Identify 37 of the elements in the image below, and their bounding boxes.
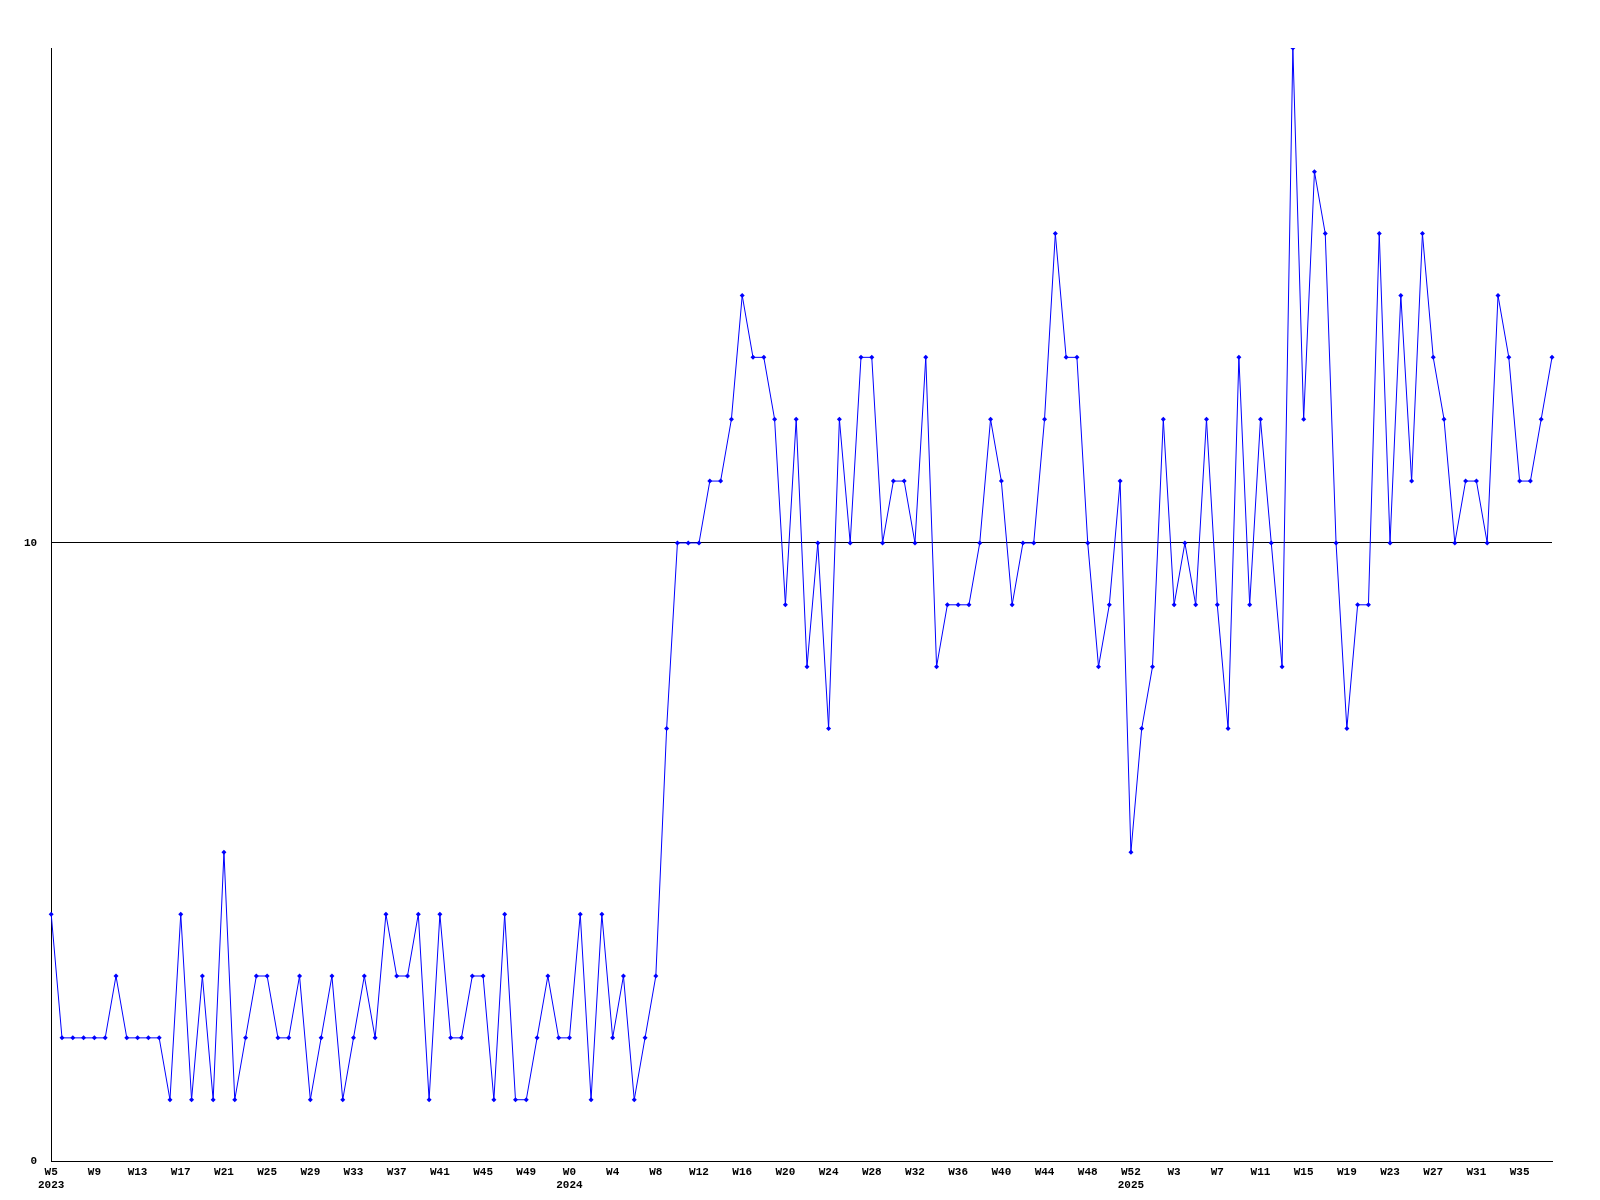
x-tick-label: W19 bbox=[1336, 1165, 1357, 1178]
x-tick-label: W0 2024 bbox=[556, 1165, 584, 1192]
x-tick-label: W5 2023 bbox=[38, 1165, 65, 1192]
x-tick-label: W37 bbox=[386, 1165, 407, 1178]
x-tick-label: W11 bbox=[1250, 1165, 1271, 1178]
x-tick-label: W17 bbox=[170, 1165, 191, 1178]
x-tick-label: W41 bbox=[429, 1165, 451, 1178]
y-tick-label: 10 bbox=[24, 536, 38, 549]
x-tick-label: W12 bbox=[689, 1165, 709, 1178]
x-tick-label: W48 bbox=[1077, 1165, 1099, 1178]
x-tick-label: W8 bbox=[649, 1165, 663, 1178]
x-tick-label: W23 bbox=[1380, 1165, 1401, 1178]
x-tick-label: W33 bbox=[343, 1165, 364, 1178]
x-tick-label: W44 bbox=[1034, 1165, 1055, 1178]
x-tick-label: W29 bbox=[300, 1165, 321, 1178]
x-tick-label: W21 bbox=[214, 1165, 235, 1178]
x-tick-label: W15 bbox=[1293, 1165, 1314, 1178]
x-tick-label: W40 bbox=[991, 1165, 1012, 1178]
x-tick-label: W16 bbox=[732, 1165, 753, 1178]
y-tick-label: 0 bbox=[30, 1155, 38, 1168]
x-tick-label: W36 bbox=[948, 1165, 969, 1178]
x-tick-label: W28 bbox=[861, 1165, 883, 1178]
x-tick-label: W9 bbox=[87, 1165, 101, 1178]
x-tick-label: W13 bbox=[127, 1165, 148, 1178]
x-tick-label: W7 bbox=[1210, 1165, 1224, 1178]
x-tick-label: W20 bbox=[775, 1165, 796, 1178]
x-tick-label: W32 bbox=[905, 1165, 925, 1178]
x-tick-label: W52 2025 bbox=[1117, 1165, 1145, 1192]
x-tick-label: W35 bbox=[1509, 1165, 1530, 1178]
x-tick-label: W25 bbox=[257, 1165, 278, 1178]
x-tick-label: W45 bbox=[473, 1165, 494, 1178]
x-tick-label: W24 bbox=[818, 1165, 839, 1178]
x-tick-label: W4 bbox=[606, 1165, 620, 1178]
x-tick-label: W49 bbox=[516, 1165, 537, 1178]
x-tick-label: W31 bbox=[1466, 1165, 1487, 1178]
x-tick-label: W27 bbox=[1423, 1165, 1444, 1178]
x-tick-label: W3 bbox=[1167, 1165, 1182, 1178]
